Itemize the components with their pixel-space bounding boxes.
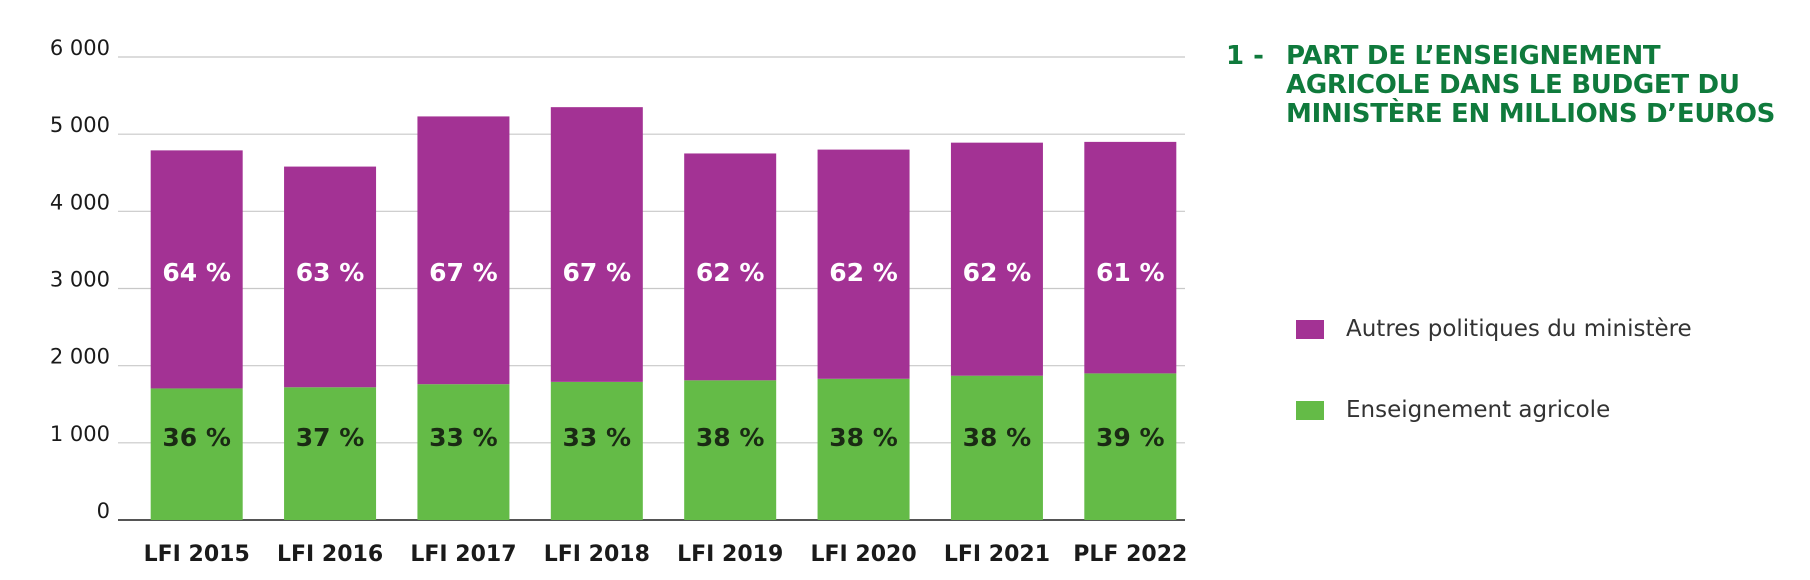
legend-item-enseignement: Enseignement agricole (1296, 393, 1692, 427)
x-tick-label-4: LFI 2018 (544, 542, 650, 567)
bar-autres-4 (550, 107, 643, 382)
bar-autres-3 (417, 116, 510, 385)
pct-label-enseignement-2: 37 % (296, 423, 365, 452)
x-tick-label-5: LFI 2019 (677, 542, 783, 567)
y-tick-label-5000: 5 000 (50, 113, 110, 137)
x-tick-label-3: LFI 2017 (410, 542, 516, 567)
pct-label-autres-8: 61 % (1096, 258, 1165, 287)
chart-title-number: 1 - (1226, 41, 1264, 71)
pct-label-autres-1: 64 % (162, 258, 231, 287)
bar-enseignement-7 (950, 375, 1043, 520)
stacked-bar-chart: 0 1 000 2 000 3 000 4 000 5 000 6 000 64 % 36 %… (50, 36, 1188, 567)
pct-label-enseignement-1: 36 % (162, 423, 231, 452)
x-tick-label-8: PLF 2022 (1073, 542, 1187, 567)
x-axis-category-labels: LFI 2015 LFI 2016 LFI 2017 LFI 2018 LFI 2019… (144, 542, 1188, 567)
bar-autres-5 (684, 153, 777, 381)
bar-enseignement-1 (150, 388, 243, 520)
x-tick-label-7: LFI 2021 (944, 542, 1050, 567)
chart-title: 1 - PART DE L’ENSEIGNEMENT AGRICOLE DANS… (1226, 42, 1806, 129)
pct-label-autres-4: 67 % (563, 258, 632, 287)
bar-enseignement-4 (550, 381, 643, 520)
pct-label-enseignement-3: 33 % (429, 423, 498, 452)
chart-title-line-3: MINISTÈRE EN MILLIONS D’EUROS (1286, 99, 1776, 129)
pct-label-autres-7: 62 % (963, 258, 1032, 287)
y-tick-label-1000: 1 000 (50, 422, 110, 446)
bar-enseignement-6 (817, 378, 910, 520)
legend-swatch-enseignement (1296, 400, 1324, 420)
bars (150, 107, 1177, 520)
legend-item-autres: Autres politiques du ministère (1296, 312, 1692, 346)
pct-label-autres-3: 67 % (429, 258, 498, 287)
x-tick-label-1: LFI 2015 (144, 542, 250, 567)
pct-label-enseignement-8: 39 % (1096, 423, 1165, 452)
chart-title-text: PART DE L’ENSEIGNEMENT AGRICOLE DANS LE … (1286, 42, 1806, 129)
pct-label-enseignement-7: 38 % (963, 423, 1032, 452)
bar-enseignement-2 (284, 387, 377, 520)
x-tick-label-6: LFI 2020 (811, 542, 917, 567)
y-tick-label-6000: 6 000 (50, 36, 110, 60)
chart-title-line-1: PART DE L’ENSEIGNEMENT (1286, 41, 1661, 71)
y-tick-label-4000: 4 000 (50, 190, 110, 214)
bar-enseignement-5 (684, 380, 777, 520)
pct-label-autres-5: 62 % (696, 258, 765, 287)
bar-enseignement-3 (417, 384, 510, 520)
y-axis-tick-labels: 0 1 000 2 000 3 000 4 000 5 000 6 000 (50, 36, 110, 523)
bar-percent-labels: 64 % 36 % 63 % 37 % 67 % 33 % 67 % 33 % 62 % 38 %… (162, 258, 1164, 452)
chart-title-line-2: AGRICOLE DANS LE BUDGET DU (1286, 70, 1740, 100)
legend-swatch-autres (1296, 319, 1324, 339)
bar-autres-2 (284, 166, 377, 388)
bar-autres-7 (950, 142, 1043, 376)
x-tick-label-2: LFI 2016 (277, 542, 383, 567)
y-tick-label-0: 0 (97, 499, 110, 523)
bar-autres-6 (817, 149, 910, 379)
pct-label-autres-2: 63 % (296, 258, 365, 287)
y-tick-label-2000: 2 000 (50, 345, 110, 369)
pct-label-enseignement-4: 33 % (563, 423, 632, 452)
bar-enseignement-8 (1084, 373, 1177, 520)
legend-label-enseignement: Enseignement agricole (1346, 397, 1611, 423)
pct-label-enseignement-6: 38 % (829, 423, 898, 452)
pct-label-enseignement-5: 38 % (696, 423, 765, 452)
bar-autres-1 (150, 150, 243, 389)
bar-autres-8 (1084, 141, 1177, 374)
legend: Autres politiques du ministère Enseignem… (1296, 312, 1692, 474)
legend-label-autres: Autres politiques du ministère (1346, 316, 1692, 342)
pct-label-autres-6: 62 % (829, 258, 898, 287)
y-tick-label-3000: 3 000 (50, 268, 110, 292)
